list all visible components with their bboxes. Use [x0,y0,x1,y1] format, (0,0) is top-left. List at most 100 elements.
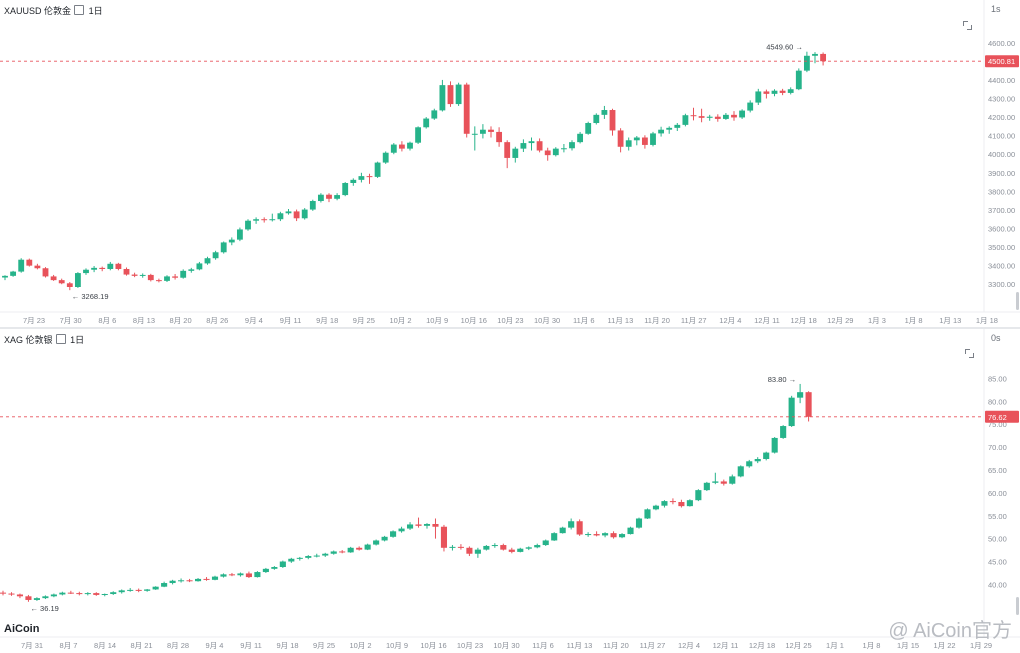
high-price-label: 4549.60 → [766,43,803,52]
x-tick-label: 12月 11 [713,641,739,650]
y-tick-label: 40.00 [988,580,1007,589]
x-tick-label: 1月 3 [868,316,886,325]
x-tick-label: 8月 7 [60,641,78,650]
candle-up [211,576,219,580]
edit-icon[interactable] [55,334,66,344]
candle-down [186,580,193,582]
candle-up [59,592,66,595]
candle-up [528,141,535,144]
x-tick-label: 1月 13 [939,316,961,325]
x-tick-label: 8月 6 [98,316,116,325]
candle-up [301,209,308,219]
candle-up [703,482,710,491]
aicoin-logo: AiCoin [4,623,40,635]
candle-up [118,590,125,593]
candle-up [139,274,146,276]
edit-icon[interactable] [74,5,85,15]
x-tick-label: 7月 31 [21,641,43,650]
candle-down [447,85,454,105]
candle-down [714,116,721,119]
candle-up [305,556,312,558]
candle-up [180,270,187,278]
price-axis-scrollbar[interactable] [1016,292,1019,310]
candle-up [101,594,108,596]
candle-up [627,527,634,535]
x-tick-label: 9月 18 [276,641,298,650]
x-tick-label: 11月 20 [644,316,670,325]
gold-chart-pane[interactable]: XAUUSD 伦敦金 1日 1s 4600.004500.004400.0043… [0,0,1020,328]
candle-up [780,426,787,438]
candle-up [18,259,25,272]
candle-up [245,220,251,230]
candle-down [463,84,470,134]
x-tick-label: 12月 4 [678,641,700,650]
y-tick-label: 4400.00 [988,76,1015,85]
x-tick-label: 8月 28 [167,641,189,650]
candle-up [602,533,609,536]
candle-up [194,578,202,582]
pane-divider[interactable] [0,327,1020,329]
candle-up [390,144,397,153]
candle-up [347,547,354,553]
silver-candlestick-chart[interactable]: 85.00 80.00 75.00 70.00 65.00 60.00 55.00 50.00… [0,329,1020,653]
y-tick-label: 4300.00 [988,95,1015,104]
candle-down [66,283,73,287]
candle-up [695,490,702,501]
x-tick-label: 9月 11 [240,641,262,650]
candle-up [585,534,592,536]
candle-up [471,133,478,135]
candle-up [253,219,260,221]
fullscreen-icon[interactable] [965,349,974,358]
candle-up [625,140,632,147]
fullscreen-icon[interactable] [963,21,972,30]
candle-down [245,573,252,578]
candle-up [439,85,446,111]
y-tick-label: 3400.00 [988,262,1015,271]
candle-up [269,219,276,221]
candle-up [686,500,693,507]
candle-up [334,195,341,199]
candle-down [67,592,74,594]
candle-down [576,521,583,535]
x-tick-label: 1月 22 [933,641,955,650]
candle-up [746,461,753,467]
y-tick-label: 70.00 [988,443,1007,452]
candle-up [228,239,235,243]
candle-up [520,143,527,149]
candle-up [577,133,584,143]
candle-up [739,110,746,118]
candle-up [729,476,736,484]
x-tick-label: 1月 8 [863,641,881,650]
candle-up [658,129,665,134]
candle-up [390,531,397,537]
x-tick-label: 12月 18 [791,316,817,325]
gold-symbol: XAUUSD [4,6,42,16]
candle-down [508,549,515,552]
x-tick-label: 10月 9 [386,641,408,650]
x-tick-label: 7月 30 [60,316,82,325]
candle-down [731,114,737,118]
candle-up [236,229,243,240]
y-tick-label: 3700.00 [988,206,1015,215]
candle-down [544,150,551,156]
gold-refresh-label: 1s [991,4,1001,14]
silver-name: 伦敦银 [25,335,53,345]
low-price-label: ← 3268.19 [72,292,109,301]
candle-up [42,596,49,599]
candle-down [432,523,439,527]
silver-chart-pane[interactable]: XAG 伦敦银 1日 0s 85.00 80.00 75.00 70.00 65.00 6… [0,329,1020,653]
y-tick-label: 80.00 [988,397,1007,406]
price-axis-scrollbar[interactable] [1016,597,1019,615]
candle-down [593,534,600,536]
candle-down [366,176,373,178]
gold-candlestick-chart[interactable]: 4600.004500.004400.004300.004200.004100.… [0,0,1020,328]
candle-up [788,397,795,427]
candle-down [115,263,122,269]
candle-up [350,179,357,183]
candle-up [474,549,481,554]
current-price-label: 76.62 [988,413,1007,422]
x-tick-label: 12月 11 [754,316,780,325]
candle-up [169,580,176,584]
candle-down [42,268,49,277]
current-price-label: 4500.81 [988,57,1015,66]
